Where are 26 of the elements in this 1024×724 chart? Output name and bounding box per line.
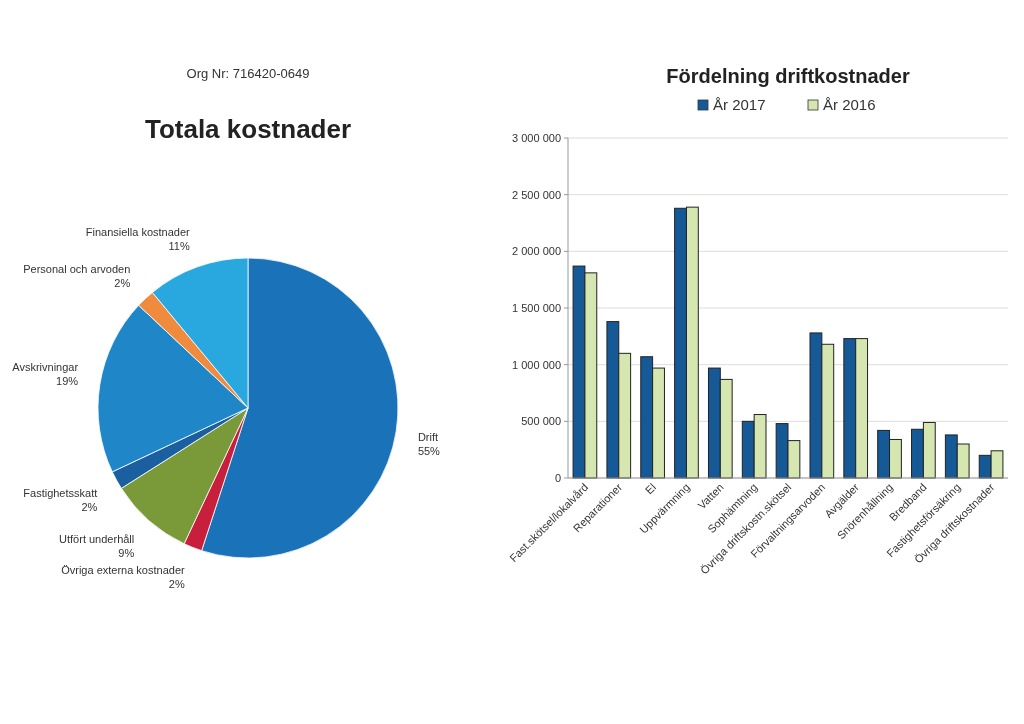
data-label: 2% bbox=[168, 577, 185, 590]
y-tick-label: 0 bbox=[554, 472, 561, 484]
data-label: 55% bbox=[417, 444, 441, 457]
text: Org Nr: 716420-0649 bbox=[186, 66, 310, 81]
slice-label: Avskrivningar bbox=[12, 361, 79, 374]
chart-title: Fördelning driftkostnader bbox=[666, 65, 910, 87]
slice-label: Personal och arvoden bbox=[23, 262, 131, 275]
chart-title: Totala kostnader bbox=[144, 114, 352, 144]
y-tick-label: 1 500 000 bbox=[512, 302, 561, 314]
y-tick-label: 3 000 000 bbox=[512, 132, 561, 144]
slice-label: Övriga externa kostnader bbox=[61, 563, 186, 576]
data-label: 2% bbox=[81, 500, 98, 513]
slice-label: Finansiella kostnader bbox=[85, 226, 191, 239]
y-tick-label: 2 000 000 bbox=[512, 245, 561, 258]
data-label: 9% bbox=[118, 547, 135, 560]
y-tick-label: 1 000 000 bbox=[512, 358, 561, 371]
data-label: 11% bbox=[168, 240, 190, 253]
data-label: 19% bbox=[56, 375, 79, 388]
slice-label: Drift bbox=[417, 430, 439, 443]
legend-label: År 2017 bbox=[713, 96, 766, 113]
data-label: 2% bbox=[114, 276, 131, 289]
slice-label: Utfört underhåll bbox=[59, 533, 135, 546]
y-tick-label: 2 500 000 bbox=[512, 188, 561, 201]
legend-label: År 2016 bbox=[823, 96, 876, 113]
slice-label: Fastighetsskatt bbox=[23, 486, 98, 499]
y-tick-label: 500 000 bbox=[521, 415, 561, 428]
